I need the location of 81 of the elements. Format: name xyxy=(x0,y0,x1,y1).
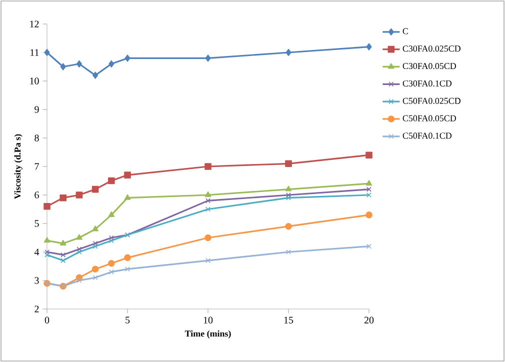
x-tick-label: 0 xyxy=(44,316,50,324)
point xyxy=(205,258,211,264)
y-tick-label: 9 xyxy=(34,106,39,113)
legend-label: C50FA0.05CD xyxy=(402,115,456,122)
point xyxy=(76,60,82,68)
point xyxy=(366,152,372,158)
point xyxy=(124,266,130,272)
x-tick-label: 10 xyxy=(204,316,213,324)
point xyxy=(60,63,66,70)
point xyxy=(286,192,292,198)
legend-label: C30FA0.1CD xyxy=(402,80,452,87)
point xyxy=(366,244,372,249)
y-tick-label: 6 xyxy=(34,192,39,198)
point xyxy=(205,206,211,212)
point xyxy=(92,266,99,272)
point xyxy=(108,260,115,267)
point xyxy=(205,54,211,62)
point xyxy=(60,258,66,264)
point xyxy=(76,278,82,284)
point xyxy=(76,192,83,198)
x-axis-title: Time (mins) xyxy=(184,330,231,338)
point xyxy=(124,172,131,178)
point xyxy=(92,244,98,249)
point xyxy=(204,234,212,242)
y-tick-label: 7 xyxy=(34,163,39,170)
point xyxy=(124,54,130,62)
point xyxy=(108,269,114,274)
point xyxy=(76,246,82,252)
legend-label: C50FA0.1CD xyxy=(402,132,452,139)
point xyxy=(92,240,98,246)
point xyxy=(44,249,50,255)
point xyxy=(108,238,114,244)
point xyxy=(108,211,115,217)
x-tick-label: 5 xyxy=(126,316,130,324)
x-tick-label: 20 xyxy=(364,316,374,324)
point xyxy=(92,186,99,193)
point xyxy=(44,237,50,243)
point xyxy=(366,192,372,198)
y-tick-label: 5 xyxy=(34,220,39,227)
point xyxy=(124,194,131,200)
point xyxy=(366,186,372,192)
point xyxy=(76,249,82,255)
point xyxy=(92,275,98,280)
point xyxy=(92,72,98,79)
point xyxy=(76,234,82,240)
point xyxy=(285,222,292,230)
y-axis-title: Viscosity (d.Pa s) xyxy=(14,134,22,199)
point xyxy=(108,235,114,240)
legend-label: C xyxy=(402,28,408,34)
y-tick-label: 12 xyxy=(30,20,39,28)
point xyxy=(285,186,292,192)
x-tick-label: 15 xyxy=(284,316,294,324)
point xyxy=(285,160,292,168)
point xyxy=(108,60,114,68)
legend-label: C50FA0.025CD xyxy=(402,98,460,104)
point xyxy=(205,198,211,204)
point xyxy=(44,203,50,210)
y-tick-label: 3 xyxy=(34,277,39,284)
point xyxy=(44,252,50,258)
point xyxy=(60,252,66,258)
y-tick-label: 11 xyxy=(30,49,39,56)
legend-label: C30FA0.05CD xyxy=(402,62,456,70)
point xyxy=(366,180,372,186)
y-tick-label: 4 xyxy=(34,248,40,256)
point xyxy=(44,48,50,56)
point xyxy=(366,43,372,50)
point xyxy=(92,226,98,232)
point xyxy=(60,194,67,202)
point xyxy=(60,240,66,246)
y-tick-label: 10 xyxy=(30,78,39,84)
point xyxy=(286,48,292,56)
point xyxy=(366,212,372,218)
point xyxy=(204,191,212,197)
point xyxy=(204,163,212,170)
y-tick-label: 2 xyxy=(34,306,39,312)
point xyxy=(108,177,115,184)
point xyxy=(286,195,292,200)
point xyxy=(286,249,292,255)
point xyxy=(124,254,131,262)
legend-label: C30FA0.025CD xyxy=(402,46,460,52)
y-tick-label: 8 xyxy=(34,134,39,142)
